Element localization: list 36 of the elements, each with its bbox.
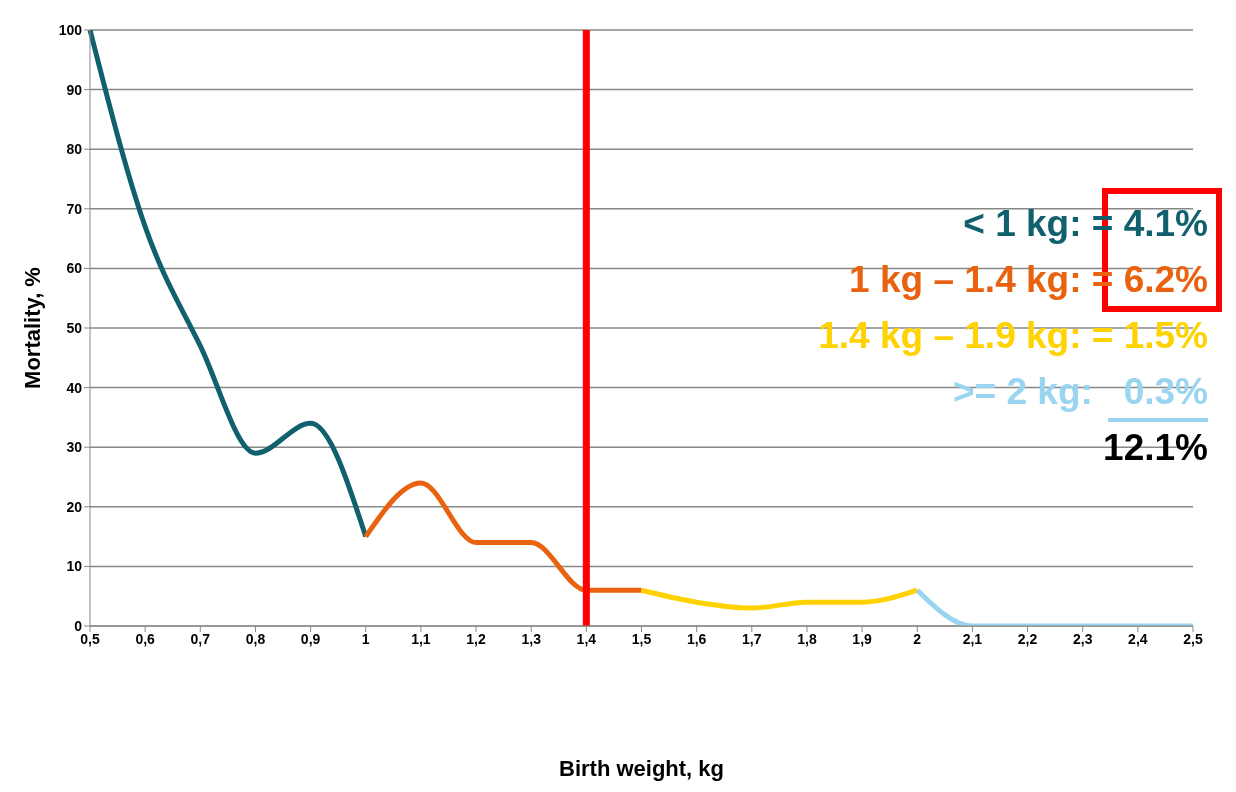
y-tick-label: 90 bbox=[66, 81, 83, 98]
x-tick-label: 1,2 bbox=[466, 630, 486, 647]
y-tick-label: 40 bbox=[66, 379, 83, 396]
x-tick-label: 1,3 bbox=[521, 630, 542, 647]
y-tick-label: 10 bbox=[66, 558, 83, 575]
x-tick-label: 1,6 bbox=[686, 630, 707, 647]
y-tick-label: 60 bbox=[66, 260, 83, 277]
y-tick-label: 70 bbox=[66, 200, 83, 217]
x-tick-label: 1,8 bbox=[797, 630, 817, 647]
annotation: 1.4 kg – 1.9 kg: = 1.5% bbox=[818, 315, 1208, 356]
x-tick-label: 0,9 bbox=[300, 630, 321, 647]
x-tick-label: 2,4 bbox=[1128, 630, 1148, 647]
x-tick-label: 0,6 bbox=[135, 630, 156, 647]
x-tick-label: 1,1 bbox=[411, 630, 431, 647]
x-tick-label: 2,5 bbox=[1183, 630, 1203, 647]
x-axis-title: Birth weight, kg bbox=[559, 756, 724, 781]
x-tick-label: 2,2 bbox=[1017, 630, 1038, 647]
y-axis-title: Mortality, % bbox=[19, 267, 45, 389]
x-tick-label: 1,5 bbox=[631, 630, 652, 647]
x-tick-label: 1,7 bbox=[742, 630, 762, 647]
y-tick-label: 30 bbox=[66, 439, 83, 456]
x-tick-label: 1 bbox=[361, 630, 370, 647]
x-tick-label: 2,1 bbox=[962, 630, 983, 647]
x-tick-label: 0,7 bbox=[190, 630, 211, 647]
x-tick-label: 0,5 bbox=[80, 630, 100, 647]
x-tick-label: 0,8 bbox=[245, 630, 266, 647]
x-tick-label: 2 bbox=[913, 630, 922, 647]
x-tick-label: 2,3 bbox=[1072, 630, 1093, 647]
x-tick-label: 1,4 bbox=[576, 630, 597, 647]
x-tick-label: 1,9 bbox=[852, 630, 873, 647]
y-tick-label: 20 bbox=[66, 498, 83, 515]
y-tick-label: 80 bbox=[66, 141, 83, 158]
annotation: 12.1% bbox=[1103, 427, 1208, 468]
y-tick-label: 0 bbox=[74, 617, 83, 634]
y-tick-label: 100 bbox=[58, 21, 83, 38]
y-tick-label: 50 bbox=[66, 319, 83, 336]
